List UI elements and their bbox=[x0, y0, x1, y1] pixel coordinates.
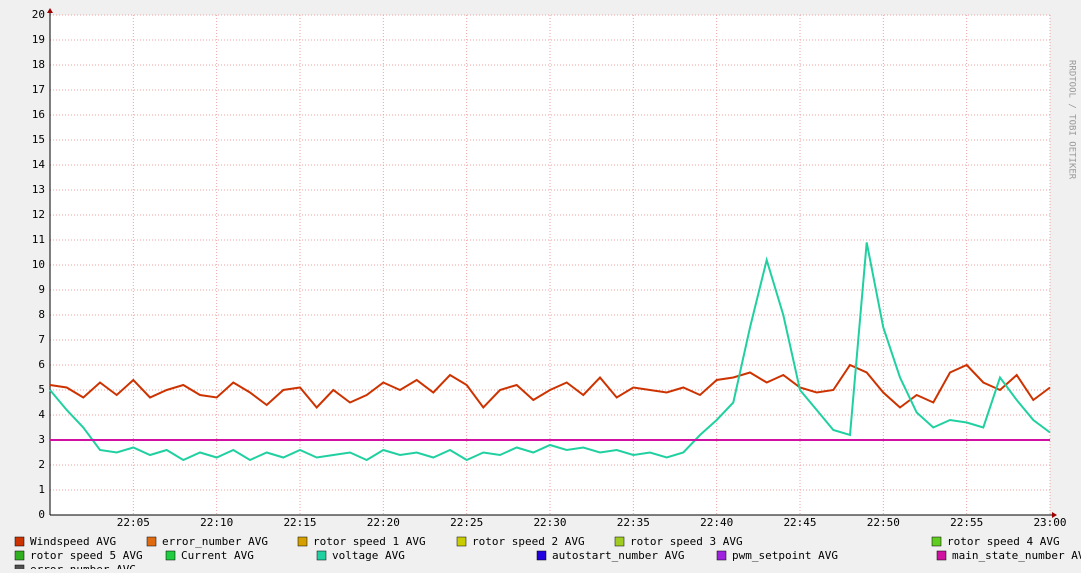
legend-label: rotor speed 3 AVG bbox=[630, 535, 743, 548]
y-tick-label: 5 bbox=[38, 383, 45, 396]
legend-label: pwm_setpoint AVG bbox=[732, 549, 838, 562]
series-line bbox=[49, 363, 1051, 410]
y-tick-label: 10 bbox=[32, 258, 45, 271]
x-tick-label: 23:00 bbox=[1033, 516, 1066, 529]
y-tick-label: 2 bbox=[38, 458, 45, 471]
legend-swatch bbox=[165, 550, 176, 561]
y-tick-label: 19 bbox=[32, 33, 45, 46]
y-tick-label: 1 bbox=[38, 483, 45, 496]
x-tick-label: 22:25 bbox=[450, 516, 483, 529]
legend-label: rotor speed 4 AVG bbox=[947, 535, 1060, 548]
y-tick-label: 16 bbox=[32, 108, 45, 121]
legend-label: rotor speed 1 AVG bbox=[313, 535, 426, 548]
y-tick-label: 13 bbox=[32, 183, 45, 196]
legend-swatch bbox=[14, 550, 25, 561]
x-tick-label: 22:20 bbox=[367, 516, 400, 529]
series-line bbox=[49, 242, 1051, 462]
y-tick-label: 8 bbox=[38, 308, 45, 321]
y-tick-label: 17 bbox=[32, 83, 45, 96]
x-tick-label: 22:45 bbox=[783, 516, 816, 529]
legend-label: Current AVG bbox=[181, 549, 254, 562]
x-tick-label: 22:30 bbox=[533, 516, 566, 529]
legend-label: Windspeed AVG bbox=[30, 535, 116, 548]
legend-label: main_state_number AVG bbox=[952, 549, 1081, 562]
legend-swatch bbox=[14, 536, 25, 547]
x-tick-label: 22:15 bbox=[283, 516, 316, 529]
legend-swatch bbox=[716, 550, 727, 561]
x-tick-label: 22:40 bbox=[700, 516, 733, 529]
y-tick-label: 9 bbox=[38, 283, 45, 296]
legend-label: voltage AVG bbox=[332, 549, 405, 562]
legend-swatch bbox=[316, 550, 327, 561]
legend-swatch bbox=[536, 550, 547, 561]
legend-label: rotor speed 2 AVG bbox=[472, 535, 585, 548]
axis-arrow bbox=[1052, 512, 1057, 518]
y-tick-label: 15 bbox=[32, 133, 45, 146]
legend-swatch bbox=[146, 536, 157, 547]
x-tick-label: 22:50 bbox=[867, 516, 900, 529]
y-tick-label: 12 bbox=[32, 208, 45, 221]
axis-arrow bbox=[47, 8, 53, 13]
legend-swatch bbox=[14, 564, 25, 573]
y-tick-label: 14 bbox=[32, 158, 46, 171]
y-tick-label: 20 bbox=[32, 8, 45, 21]
legend-swatch bbox=[456, 536, 467, 547]
y-tick-label: 11 bbox=[32, 233, 45, 246]
y-tick-label: 4 bbox=[38, 408, 45, 421]
legend-swatch bbox=[931, 536, 942, 547]
legend-swatch bbox=[614, 536, 625, 547]
x-tick-label: 22:05 bbox=[117, 516, 150, 529]
y-tick-label: 6 bbox=[38, 358, 45, 371]
side-text: RRDTOOL / TOBI OETIKER bbox=[1067, 60, 1077, 180]
y-tick-label: 18 bbox=[32, 58, 45, 71]
x-tick-label: 22:10 bbox=[200, 516, 233, 529]
legend-label: error_number AVG bbox=[30, 563, 136, 569]
x-tick-label: 22:55 bbox=[950, 516, 983, 529]
y-tick-label: 0 bbox=[38, 508, 45, 521]
legend-swatch bbox=[297, 536, 308, 547]
legend-swatch bbox=[936, 550, 947, 561]
y-tick-label: 3 bbox=[38, 433, 45, 446]
y-tick-label: 7 bbox=[38, 333, 45, 346]
x-tick-label: 22:35 bbox=[617, 516, 650, 529]
legend-label: rotor speed 5 AVG bbox=[30, 549, 143, 562]
legend-label: autostart_number AVG bbox=[552, 549, 684, 562]
legend-label: error_number AVG bbox=[162, 535, 268, 548]
